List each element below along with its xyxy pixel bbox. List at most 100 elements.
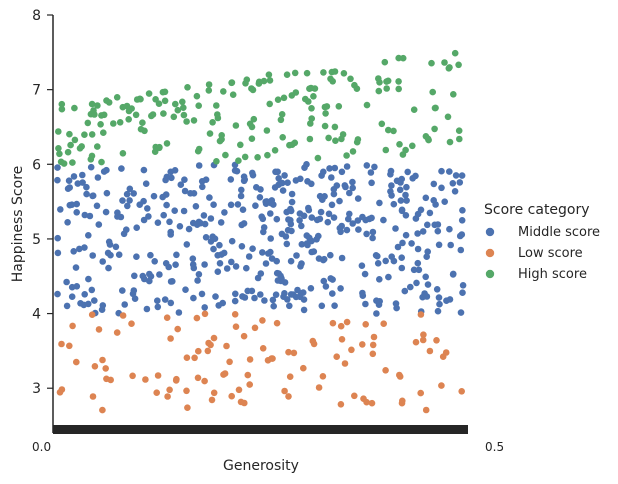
data-point — [272, 291, 280, 299]
data-point — [383, 78, 390, 85]
data-point — [431, 104, 439, 112]
x-tick-label-first: 0.0 — [32, 440, 51, 454]
data-point — [319, 373, 327, 380]
data-point — [195, 271, 203, 278]
data-point — [245, 253, 253, 260]
data-point — [328, 174, 335, 181]
y-tick-label: 3 — [32, 381, 41, 397]
data-point — [210, 389, 218, 397]
data-point — [184, 404, 191, 412]
data-point — [269, 355, 276, 362]
data-point — [260, 224, 268, 231]
data-point — [385, 126, 392, 134]
data-point — [187, 190, 194, 197]
data-point — [156, 271, 163, 278]
data-point — [139, 272, 147, 280]
data-point — [238, 243, 246, 250]
data-point — [363, 101, 371, 109]
data-point — [376, 298, 384, 305]
data-point — [342, 183, 349, 191]
data-point — [85, 275, 92, 283]
data-point — [288, 198, 296, 206]
legend-marker-middle-score — [485, 227, 495, 237]
data-point — [375, 75, 382, 82]
data-point — [210, 334, 218, 342]
data-point — [296, 210, 304, 217]
data-point — [167, 278, 175, 285]
data-point — [73, 200, 80, 208]
data-point — [189, 261, 197, 268]
data-point — [106, 241, 114, 248]
data-point — [292, 177, 300, 184]
data-point — [338, 336, 346, 343]
data-point — [238, 221, 245, 229]
data-point — [63, 278, 70, 286]
data-point — [162, 176, 169, 184]
data-point — [286, 373, 294, 381]
data-point — [54, 176, 61, 184]
data-point — [436, 300, 443, 308]
data-point — [156, 143, 163, 151]
data-point — [67, 141, 74, 149]
data-point — [263, 127, 271, 134]
data-point — [69, 322, 76, 330]
data-point — [303, 69, 311, 77]
data-point — [382, 367, 389, 374]
data-point — [232, 263, 240, 270]
data-point — [390, 200, 398, 208]
data-point — [261, 297, 268, 304]
data-point — [58, 340, 65, 348]
data-point — [288, 190, 296, 198]
data-point — [434, 227, 442, 235]
data-point — [345, 215, 352, 223]
data-point — [194, 147, 202, 155]
data-point — [430, 197, 438, 204]
data-point — [63, 302, 71, 310]
data-point — [161, 97, 169, 105]
data-point — [315, 384, 323, 391]
data-point — [336, 224, 344, 232]
data-point — [123, 190, 131, 198]
data-point — [325, 210, 333, 218]
data-point — [99, 406, 106, 414]
x-tick-band — [53, 425, 468, 434]
data-point — [107, 376, 114, 384]
data-point — [211, 235, 219, 242]
data-point — [376, 276, 383, 283]
data-point — [99, 258, 106, 265]
data-point — [146, 277, 153, 285]
data-point — [57, 206, 64, 213]
data-point — [296, 217, 303, 224]
data-point — [310, 248, 318, 255]
data-point — [166, 386, 173, 394]
data-point — [392, 300, 400, 307]
data-point — [244, 371, 252, 379]
data-point — [249, 86, 257, 94]
data-point — [281, 172, 288, 179]
data-point — [338, 254, 346, 262]
data-point — [347, 75, 354, 83]
data-point — [68, 293, 76, 301]
data-point — [313, 236, 320, 243]
data-point — [163, 201, 170, 209]
data-point — [145, 213, 152, 220]
data-point — [252, 202, 259, 209]
data-point — [308, 105, 315, 112]
data-point — [329, 290, 336, 297]
data-point — [358, 262, 366, 270]
data-point — [368, 214, 375, 222]
data-point — [66, 342, 73, 350]
y-axis-label: Happiness Score — [10, 166, 26, 283]
data-point — [181, 187, 189, 195]
data-point — [300, 364, 307, 372]
data-point — [97, 121, 104, 128]
data-point — [85, 232, 92, 239]
data-point — [288, 141, 296, 148]
data-point — [320, 168, 327, 176]
data-point — [154, 219, 162, 226]
data-point — [228, 79, 235, 87]
data-point — [419, 336, 427, 344]
data-point — [278, 111, 286, 118]
data-point — [291, 69, 299, 77]
data-point — [371, 163, 378, 171]
